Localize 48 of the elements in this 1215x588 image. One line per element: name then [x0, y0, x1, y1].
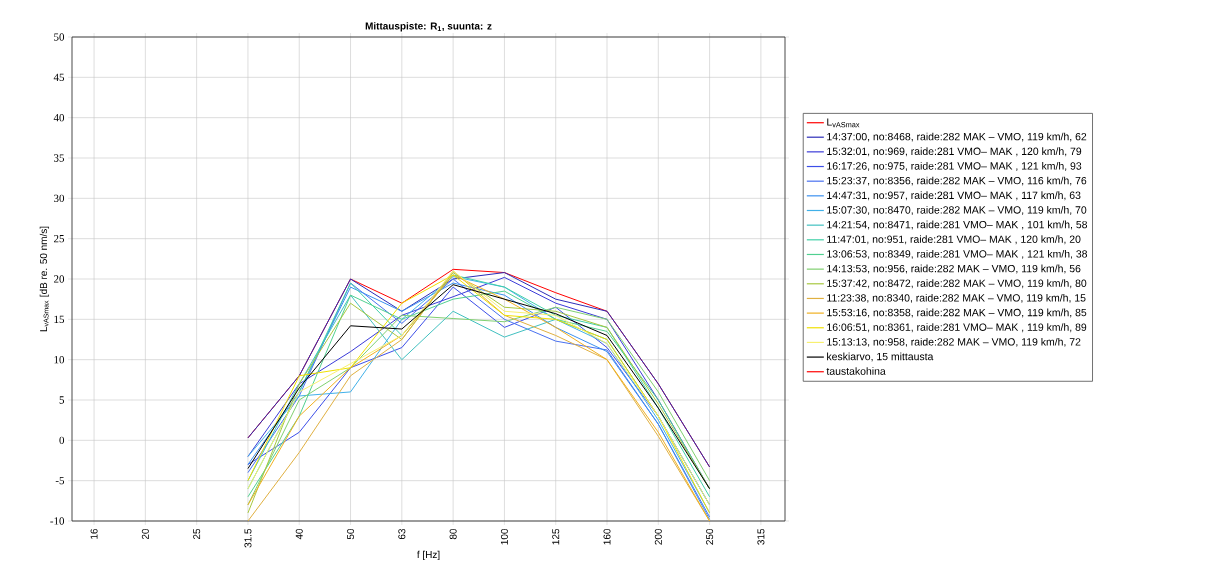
- y-tick-label: -10: [50, 517, 65, 525]
- legend-label: 15:37:42, no:8472, raide:282 MAK – VMO, 119 km/h, 80: [827, 279, 1087, 289]
- x-tick-label: 20: [141, 528, 149, 540]
- y-tick-label: 45: [53, 73, 65, 81]
- x-tick-label: 80: [449, 528, 457, 540]
- y-tick-label: 5: [59, 396, 65, 404]
- x-axis-title: f [Hz]: [417, 550, 440, 561]
- x-tick-label: 200: [654, 528, 662, 545]
- legend-label: 11:47:01, no:951, raide:281 VMO– MAK , 120 km/h, 20: [827, 235, 1081, 245]
- x-tick-label: 25: [193, 528, 201, 540]
- x-tick-label: 315: [757, 528, 765, 545]
- y-tick-label: 35: [54, 154, 65, 162]
- x-tick-label: 250: [706, 528, 714, 545]
- y-tick-label: 25: [54, 234, 65, 243]
- y-axis-title: L$_{vASmax}$ [dB re. 50 nm/s]: [39, 226, 50, 332]
- x-tick-label: 40: [295, 528, 303, 540]
- legend-label: 14:47:31, no:957, raide:281 VMO– MAK , 117 km/h, 63: [827, 191, 1081, 201]
- y-tick-label: 10: [54, 355, 65, 364]
- y-tick-label: -5: [55, 477, 65, 485]
- x-tick-label: 125: [552, 528, 560, 545]
- legend-label: taustakohina: [826, 367, 886, 375]
- legend-label: 15:32:01, no:969, raide:281 VMO– MAK , 120 km/h, 79: [827, 147, 1082, 157]
- y-tick-label: 40: [53, 113, 65, 122]
- x-tick-label: 31.5: [244, 528, 252, 548]
- y-tick-label: 20: [54, 275, 65, 283]
- x-tick-label: 160: [603, 528, 611, 545]
- x-tick-label: 100: [500, 528, 508, 545]
- legend-label: keskiarvo, 15 mittausta: [827, 352, 934, 362]
- y-tick-label: 0: [59, 436, 65, 445]
- legend-label: 14:13:53, no:956, raide:282 MAK – VMO, 119 km/h, 56: [827, 264, 1081, 274]
- legend-label: 15:53:16, no:8358, raide:282 MAK – VMO, 119 km/h, 85: [827, 308, 1087, 318]
- chart-title: Mittauspiste: R$_{1}$, suunta: z: [365, 22, 492, 32]
- legend-label: L$_{vASmax}$: [827, 118, 860, 128]
- legend-label: 15:07:30, no:8470, raide:282 MAK – VMO, 119 km/h, 70: [827, 205, 1087, 215]
- legend-label: 16:06:51, no:8361, raide:281 VMO– MAK , 119 km/h, 89: [827, 323, 1087, 333]
- y-tick-label: 50: [54, 33, 65, 41]
- x-tick-label: 16: [90, 528, 98, 539]
- legend-label: 15:13:13, no:958, raide:282 MAK – VMO, 119 km/h, 72: [827, 337, 1081, 347]
- legend-label: 14:21:54, no:8471, raide:281 VMO– MAK , 101 km/h, 58: [827, 220, 1088, 230]
- y-tick-label: 30: [54, 194, 65, 203]
- legend-label: 14:37:00, no:8468, raide:282 MAK – VMO, 119 km/h, 62: [827, 132, 1087, 142]
- legend-label: 15:23:37, no:8356, raide:282 MAK – VMO, 116 km/h, 76: [827, 176, 1087, 186]
- legend-label: 16:17:26, no:975, raide:281 VMO– MAK , 121 km/h, 93: [827, 161, 1082, 171]
- legend-label: 11:23:38, no:8340, raide:282 MAK – VMO, 119 km/h, 15: [827, 293, 1086, 303]
- x-tick-label: 50: [347, 528, 355, 540]
- x-tick-label: 63: [398, 528, 406, 540]
- legend-label: 13:06:53, no:8349, raide:281 VMO– MAK , 121 km/h, 38: [827, 249, 1088, 259]
- y-tick-label: 15: [54, 315, 65, 324]
